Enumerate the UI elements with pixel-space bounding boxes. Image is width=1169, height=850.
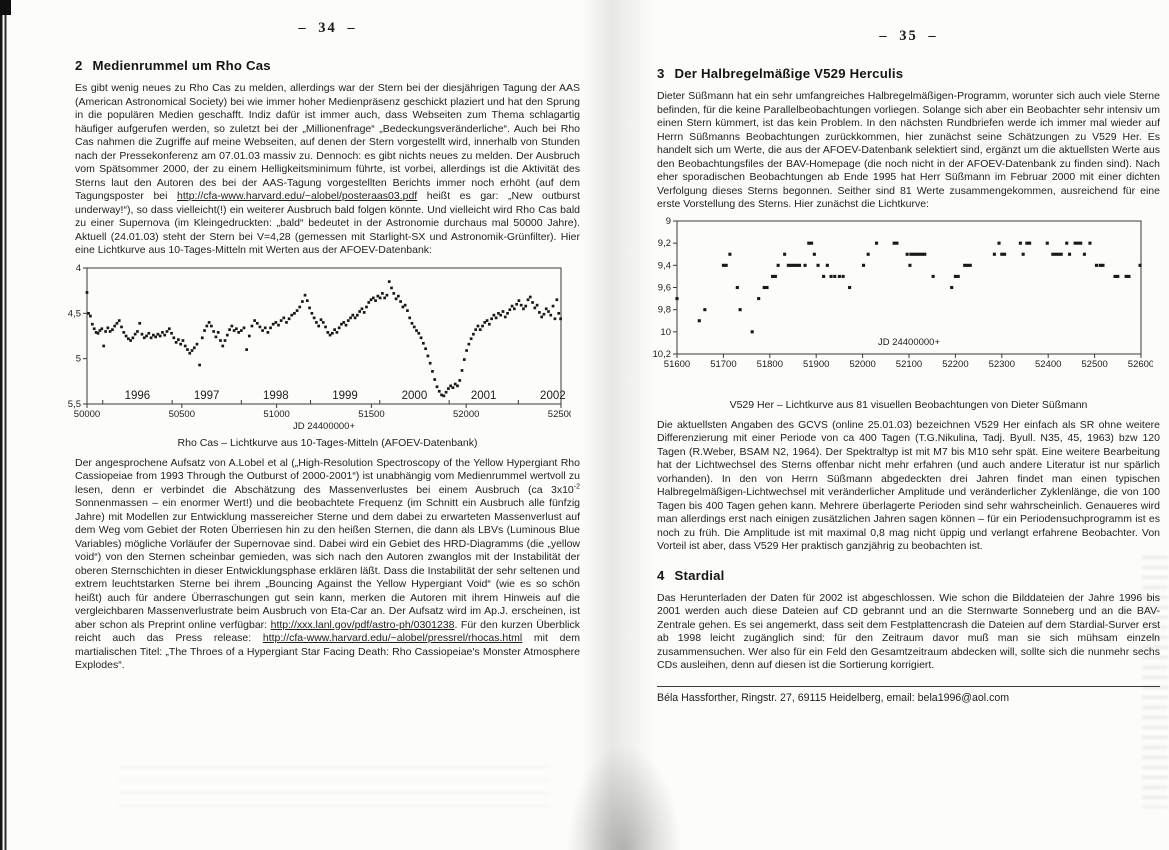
section-4-heading: 4 Stardial (657, 568, 1160, 583)
section-4-paragraph-1: Das Herunterladen der Daten für 2002 ist… (657, 591, 1160, 672)
svg-text:1997: 1997 (194, 390, 220, 402)
section-4-number: 4 (657, 567, 665, 583)
section-2-heading: 2 Medienrummel um Rho Cas (75, 58, 580, 73)
gutter-bottom-shadow (566, 744, 682, 850)
scan-left-edge-lines (0, 0, 9, 850)
svg-text:51800: 51800 (757, 359, 783, 370)
svg-text:4,5: 4,5 (68, 308, 81, 319)
svg-text:9,2: 9,2 (658, 238, 671, 249)
svg-text:52300: 52300 (989, 359, 1015, 370)
svg-text:4: 4 (76, 263, 81, 274)
v529-her-chart-caption: V529 Her – Lichtkurve aus 81 visuellen B… (729, 398, 1088, 411)
svg-text:5,5: 5,5 (68, 399, 81, 410)
svg-text:5: 5 (76, 353, 81, 364)
svg-text:51600: 51600 (664, 359, 690, 370)
svg-text:2000: 2000 (402, 390, 428, 402)
svg-text:9,8: 9,8 (658, 304, 671, 315)
svg-text:2001: 2001 (471, 390, 497, 402)
svg-text:52100: 52100 (896, 359, 922, 370)
section-3-title: Der Halbregelmäßige V529 Herculis (674, 66, 904, 81)
svg-text:51900: 51900 (803, 359, 829, 370)
svg-text:51700: 51700 (710, 359, 736, 370)
svg-text:52400: 52400 (1035, 359, 1061, 370)
svg-text:9,4: 9,4 (658, 260, 671, 271)
svg-text:52000: 52000 (453, 409, 479, 420)
svg-text:50000: 50000 (74, 409, 100, 420)
svg-text:2002: 2002 (540, 390, 566, 402)
svg-text:51500: 51500 (358, 409, 384, 420)
section-3-paragraph-1: Dieter Süßmann hat ein sehr umfangreiche… (657, 90, 1160, 210)
page-number-left: – 34 – (298, 20, 357, 36)
section-2-paragraph-2: Der angesprochene Aufsatz von A.Lobel et… (75, 456, 580, 672)
section-2-title: Medienrummel um Rho Cas (92, 58, 271, 73)
svg-text:JD 24400000+: JD 24400000+ (293, 421, 356, 432)
svg-text:9: 9 (666, 217, 671, 227)
svg-text:52200: 52200 (942, 359, 968, 370)
page-number-right: – 35 – (879, 28, 938, 44)
section-2-paragraph-1: Es gibt wenig neues zu Rho Cas zu melden… (75, 82, 580, 256)
page-gutter-shadow (582, 0, 654, 850)
svg-text:1998: 1998 (263, 390, 289, 402)
svg-text:1996: 1996 (125, 390, 151, 402)
bleed-through-artifact-bottom-left (118, 766, 550, 808)
svg-text:9,6: 9,6 (658, 282, 671, 293)
svg-text:52600: 52600 (1128, 359, 1153, 370)
svg-text:10,2: 10,2 (653, 349, 672, 360)
author-footer: Béla Hassforther, Ringstr. 27, 69115 Hei… (657, 685, 1160, 704)
svg-text:52000: 52000 (849, 359, 875, 370)
section-3-paragraph-2: Die aktuellsten Angaben des GCVS (online… (657, 418, 1160, 553)
rho-cas-light-curve-chart: 50000 50500 51000 51500 52000 52500 4 4,5 5 5,5 19… (61, 263, 580, 435)
section-3-number: 3 (657, 66, 665, 81)
svg-text:1999: 1999 (332, 390, 358, 402)
svg-text:JD 24400000+: JD 24400000+ (878, 337, 941, 348)
v529-her-light-curve-chart: 51600 51700 51800 51900 52000 52100 52200 52300… (643, 217, 1160, 397)
section-2-number: 2 (75, 58, 83, 73)
page-35: – 35 – 3 Der Halbregelmäßige V529 Herculi… (653, 28, 1160, 704)
svg-text:52500: 52500 (548, 409, 571, 420)
page-34: – 34 – 2 Medienrummel um Rho Cas Es gibt … (68, 20, 580, 678)
scan-corner-mark (0, 0, 11, 15)
svg-text:52500: 52500 (1081, 359, 1107, 370)
rho-cas-chart-caption: Rho Cas – Lichtkurve aus 10-Tages-Mittel… (177, 436, 478, 449)
svg-text:10: 10 (660, 326, 671, 337)
svg-text:51000: 51000 (263, 409, 289, 420)
section-4-title: Stardial (674, 567, 725, 583)
svg-text:50500: 50500 (169, 409, 195, 420)
section-3-heading: 3 Der Halbregelmäßige V529 Herculis (657, 66, 1160, 81)
